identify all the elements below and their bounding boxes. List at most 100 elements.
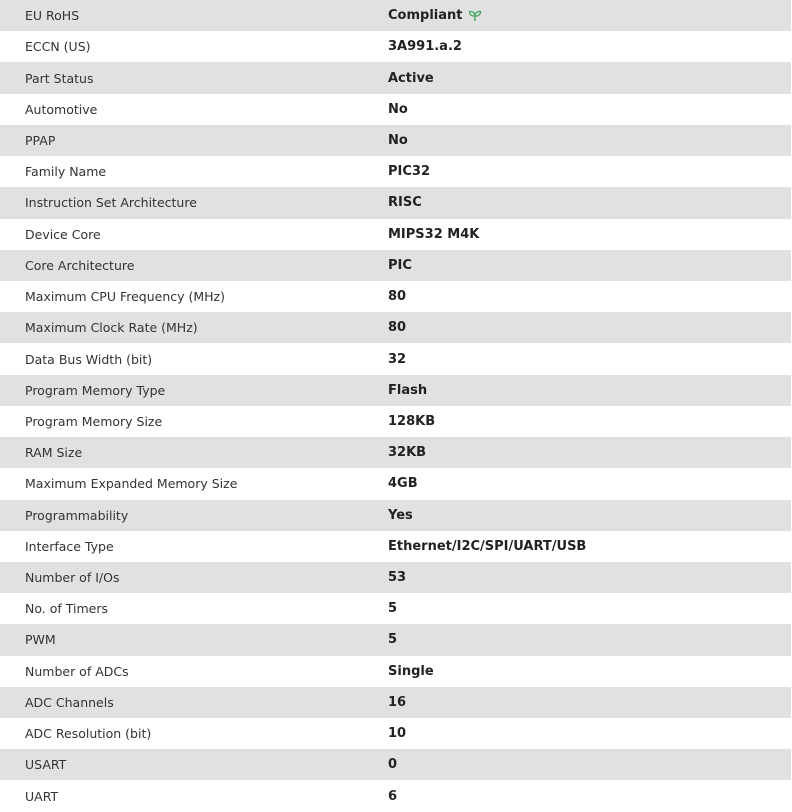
spec-label: Core Architecture <box>25 257 135 273</box>
spec-label: Maximum CPU Frequency (MHz) <box>25 289 225 305</box>
spec-value: PIC <box>388 257 412 273</box>
spec-value: 80 <box>388 320 407 336</box>
table-row: Program Memory Type Flash <box>0 374 791 406</box>
table-row: Part Status Active <box>0 62 791 94</box>
table-row: Maximum CPU Frequency (MHz) 80 <box>0 281 791 312</box>
spec-value: 5 <box>388 632 398 648</box>
table-row: Program Memory Size 128KB <box>0 406 791 437</box>
table-row: RAM Size 32KB <box>0 437 791 469</box>
spec-label: Interface Type <box>25 538 114 554</box>
spec-value-cell: Single <box>388 664 434 679</box>
table-row: Number of ADCs Single <box>0 656 791 687</box>
spec-value-cell: Compliant <box>388 8 482 23</box>
spec-value-cell: 16 <box>388 695 406 710</box>
spec-value: No <box>388 101 408 117</box>
spec-value-cell: MIPS32 M4K <box>388 227 479 242</box>
table-row: Maximum Clock Rate (MHz) 80 <box>0 312 791 344</box>
spec-value-cell: 10 <box>388 726 406 741</box>
table-row: Automotive No <box>0 94 791 125</box>
spec-label: Program Memory Size <box>25 413 163 429</box>
spec-value-cell: Flash <box>388 383 427 398</box>
spec-value-cell: 32 <box>388 352 406 367</box>
spec-value-cell: 5 <box>388 632 397 647</box>
spec-label: UART <box>25 788 59 804</box>
spec-value: MIPS32 M4K <box>388 226 480 242</box>
table-row: No. of Timers 5 <box>0 593 791 624</box>
table-row: EU RoHS Compliant <box>0 0 791 32</box>
spec-value-cell: 53 <box>388 570 406 585</box>
spec-value: Ethernet/I2C/SPI/UART/USB <box>388 538 587 554</box>
spec-label: Number of ADCs <box>25 663 129 679</box>
spec-label: Instruction Set Architecture <box>25 195 197 211</box>
spec-value: No <box>388 132 408 148</box>
spec-label: Number of I/Os <box>25 570 120 586</box>
spec-value-cell: 32KB <box>388 445 426 460</box>
spec-value-cell: 0 <box>388 757 397 772</box>
spec-value: 4GB <box>388 476 418 492</box>
spec-value-cell: 3A991.a.2 <box>388 39 462 54</box>
spec-label: RAM Size <box>25 445 83 461</box>
spec-label: Part Status <box>25 70 94 86</box>
table-row: Programmability Yes <box>0 499 791 531</box>
spec-value: Active <box>388 70 434 86</box>
spec-label: EU RoHS <box>25 8 80 24</box>
spec-value: 3A991.a.2 <box>388 39 462 55</box>
spec-value-cell: 5 <box>388 601 397 616</box>
table-row: UART 6 <box>0 780 791 811</box>
leaf-icon <box>468 10 482 22</box>
spec-value-cell: 6 <box>388 789 397 804</box>
table-row: PPAP No <box>0 124 791 157</box>
spec-label: ADC Resolution (bit) <box>25 726 152 742</box>
spec-label: ADC Channels <box>25 694 114 710</box>
spec-value-cell: PIC32 <box>388 164 430 179</box>
spec-label: No. of Timers <box>25 601 108 617</box>
spec-value-cell: Yes <box>388 508 413 523</box>
spec-value-cell: 80 <box>388 289 406 304</box>
spec-value: 5 <box>388 601 398 617</box>
spec-value: 16 <box>388 694 407 710</box>
spec-value-cell: No <box>388 102 408 117</box>
table-row: Instruction Set Architecture RISC <box>0 187 791 219</box>
table-row: USART 0 <box>0 749 791 781</box>
spec-value: 32 <box>388 351 407 367</box>
spec-value: 53 <box>388 570 407 586</box>
spec-label: Automotive <box>25 101 98 117</box>
spec-label: PWM <box>25 632 56 648</box>
spec-value: 0 <box>388 757 398 773</box>
table-row: Data Bus Width (bit) 32 <box>0 343 791 374</box>
table-row: Core Architecture PIC <box>0 249 791 281</box>
spec-value: 128KB <box>388 413 436 429</box>
spec-label: PPAP <box>25 132 56 148</box>
spec-label: USART <box>25 757 67 773</box>
spec-value: 80 <box>388 289 407 305</box>
spec-value: 10 <box>388 726 407 742</box>
spec-value-cell: 80 <box>388 320 406 335</box>
table-row: ADC Resolution (bit) 10 <box>0 718 791 749</box>
table-row: Device Core MIPS32 M4K <box>0 219 791 250</box>
spec-label: Family Name <box>25 164 107 180</box>
spec-label: Maximum Clock Rate (MHz) <box>25 320 198 336</box>
spec-label: Program Memory Type <box>25 382 166 398</box>
spec-value-cell: No <box>388 133 408 148</box>
spec-label: Data Bus Width (bit) <box>25 351 153 367</box>
spec-value: Compliant <box>388 8 463 24</box>
spec-value-cell: PIC <box>388 258 412 273</box>
table-row: PWM 5 <box>0 624 791 656</box>
spec-value-cell: 4GB <box>388 476 418 491</box>
spec-label: Programmability <box>25 507 129 523</box>
spec-value: RISC <box>388 195 422 211</box>
spec-value: 6 <box>388 788 398 804</box>
table-row: Number of I/Os 53 <box>0 561 791 594</box>
spec-value-cell: 128KB <box>388 414 435 429</box>
table-row: ECCN (US) 3A991.a.2 <box>0 31 791 62</box>
spec-label: Device Core <box>25 226 101 242</box>
table-row: Family Name PIC32 <box>0 156 791 187</box>
spec-value: Flash <box>388 382 428 398</box>
spec-value: Single <box>388 663 434 679</box>
spec-label: Maximum Expanded Memory Size <box>25 476 238 492</box>
spec-value: Yes <box>388 507 413 523</box>
spec-value-cell: Active <box>388 71 434 86</box>
table-row: Interface Type Ethernet/I2C/SPI/UART/USB <box>0 531 791 562</box>
table-row: Maximum Expanded Memory Size 4GB <box>0 468 791 499</box>
